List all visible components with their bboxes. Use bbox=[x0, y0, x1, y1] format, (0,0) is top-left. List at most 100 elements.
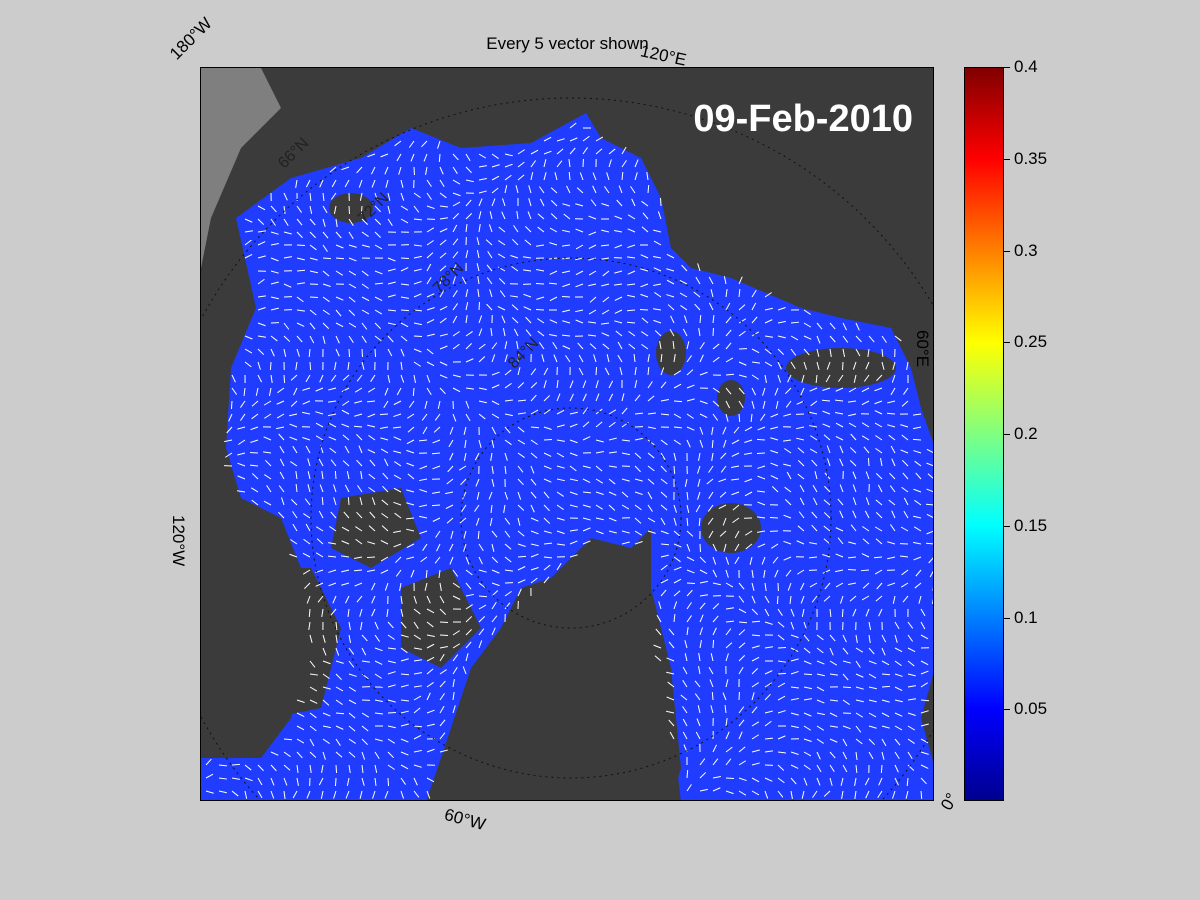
velocity-vector bbox=[438, 569, 441, 578]
velocity-vector bbox=[504, 185, 508, 194]
velocity-vector bbox=[293, 387, 298, 396]
velocity-vector bbox=[588, 270, 597, 276]
velocity-vector bbox=[384, 790, 389, 799]
velocity-vector bbox=[874, 569, 883, 575]
velocity-vector bbox=[292, 511, 298, 519]
velocity-vector bbox=[452, 251, 459, 259]
velocity-vector bbox=[257, 764, 264, 772]
velocity-vector bbox=[601, 229, 610, 233]
velocity-vector bbox=[823, 525, 831, 532]
velocity-vector bbox=[809, 387, 818, 392]
velocity-vector bbox=[426, 293, 435, 298]
velocity-vector bbox=[303, 538, 311, 545]
velocity-vector bbox=[368, 525, 376, 532]
velocity-vector bbox=[465, 616, 473, 623]
velocity-vector bbox=[463, 426, 467, 435]
velocity-vector bbox=[634, 504, 642, 511]
velocity-vector bbox=[776, 595, 779, 605]
velocity-vector bbox=[920, 738, 929, 744]
velocity-vector bbox=[550, 200, 558, 207]
velocity-vector bbox=[556, 424, 565, 428]
velocity-vector bbox=[361, 738, 368, 746]
velocity-vector bbox=[359, 192, 363, 201]
velocity-vector bbox=[633, 353, 636, 363]
velocity-vector bbox=[860, 569, 870, 572]
velocity-vector bbox=[855, 634, 858, 643]
velocity-vector bbox=[384, 458, 389, 467]
velocity-vector bbox=[738, 288, 741, 298]
velocity-vector bbox=[682, 666, 688, 675]
velocity-vector bbox=[907, 685, 916, 688]
velocity-vector bbox=[322, 218, 326, 227]
velocity-vector bbox=[774, 387, 779, 396]
velocity-vector bbox=[837, 537, 844, 545]
velocity-vector bbox=[712, 615, 719, 623]
velocity-vector bbox=[348, 673, 357, 677]
velocity-vector bbox=[502, 328, 506, 337]
velocity-vector bbox=[842, 738, 848, 747]
velocity-vector bbox=[841, 790, 844, 799]
velocity-vector bbox=[400, 764, 409, 770]
velocity-vector bbox=[398, 166, 402, 175]
velocity-vector bbox=[568, 171, 571, 181]
velocity-vector bbox=[628, 343, 636, 350]
velocity-vector bbox=[764, 608, 770, 617]
velocity-vector bbox=[868, 725, 877, 729]
velocity-vector bbox=[491, 426, 497, 435]
velocity-vector bbox=[745, 543, 753, 550]
velocity-vector bbox=[537, 226, 545, 233]
velocity-vector bbox=[279, 458, 285, 467]
velocity-vector bbox=[829, 751, 836, 759]
velocity-vector bbox=[371, 595, 376, 604]
velocity-vector bbox=[270, 335, 278, 342]
velocity-vector bbox=[582, 527, 591, 532]
velocity-vector bbox=[796, 400, 805, 405]
velocity-vector bbox=[718, 504, 727, 510]
velocity-vector bbox=[504, 556, 512, 563]
velocity-vector bbox=[491, 164, 500, 168]
velocity-vector bbox=[816, 777, 821, 786]
velocity-vector bbox=[608, 148, 616, 155]
velocity-vector bbox=[419, 530, 428, 535]
velocity-vector bbox=[270, 307, 279, 311]
velocity-vector bbox=[296, 205, 302, 213]
velocity-vector bbox=[647, 491, 653, 500]
velocity-vector bbox=[569, 504, 578, 508]
velocity-vector bbox=[530, 517, 539, 522]
velocity-vector bbox=[699, 594, 708, 597]
velocity-vector bbox=[894, 699, 903, 703]
velocity-vector bbox=[641, 331, 649, 337]
velocity-vector bbox=[543, 530, 552, 534]
velocity-vector bbox=[666, 294, 675, 298]
velocity-vector bbox=[536, 244, 545, 247]
velocity-vector bbox=[569, 465, 577, 472]
velocity-vector bbox=[231, 790, 239, 797]
velocity-vector bbox=[874, 526, 883, 532]
velocity-vector bbox=[251, 400, 259, 407]
velocity-vector bbox=[891, 458, 896, 467]
velocity-vector bbox=[699, 354, 704, 363]
velocity-vector bbox=[335, 270, 343, 276]
velocity-vector bbox=[835, 553, 844, 558]
velocity-vector bbox=[890, 445, 896, 454]
velocity-vector bbox=[751, 387, 757, 396]
velocity-vector bbox=[738, 706, 745, 714]
velocity-vector bbox=[797, 473, 805, 480]
velocity-vector bbox=[784, 486, 792, 493]
velocity-vector bbox=[797, 460, 805, 467]
velocity-vector bbox=[359, 608, 363, 617]
velocity-vector bbox=[504, 543, 512, 550]
velocity-vector bbox=[621, 530, 630, 534]
velocity-vector bbox=[589, 343, 597, 350]
velocity-vector bbox=[452, 201, 461, 207]
velocity-vector bbox=[785, 569, 792, 577]
velocity-vector bbox=[322, 673, 330, 680]
velocity-vector bbox=[660, 197, 662, 207]
velocity-vector bbox=[822, 387, 831, 391]
velocity-vector bbox=[400, 710, 409, 714]
velocity-vector bbox=[504, 369, 512, 376]
velocity-vector bbox=[711, 439, 714, 449]
velocity-vector bbox=[925, 503, 933, 506]
velocity-vector bbox=[439, 192, 447, 199]
velocity-vector bbox=[504, 452, 508, 461]
